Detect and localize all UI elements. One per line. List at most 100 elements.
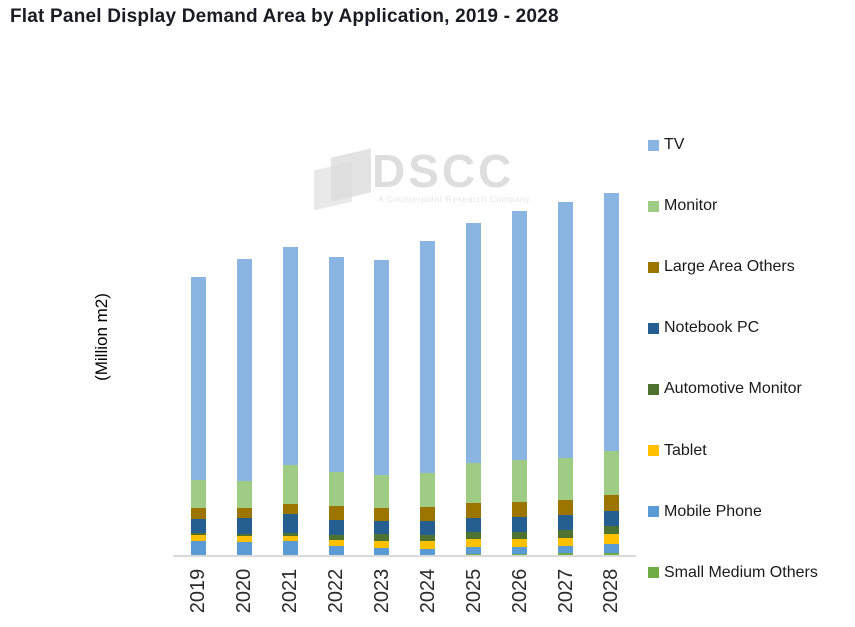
bar-segment-automotive-monitor [236, 533, 252, 537]
bar-segment-small-medium-others [512, 553, 528, 556]
bar-segment-mobile-phone [420, 548, 436, 555]
bar-segment-mobile-phone [328, 546, 344, 556]
legend-label: Notebook PC [664, 319, 760, 337]
bar-segment-large-area-others [420, 506, 436, 522]
bar-segment-large-area-others [558, 500, 573, 516]
x-axis-line [173, 555, 636, 557]
bar-segment-mobile-phone [558, 546, 573, 554]
bar-segment-mobile-phone [190, 541, 206, 556]
bar-segment-automotive-monitor [190, 532, 206, 536]
bar-segment-automotive-monitor [420, 534, 436, 542]
bar-segment-tv [512, 210, 528, 461]
bar-segment-monitor [282, 464, 298, 504]
legend-swatch-icon [648, 200, 659, 212]
x-axis-label-2025: 2025 [462, 568, 485, 614]
bar-segment-mobile-phone [282, 541, 298, 556]
bar-segment-large-area-others [190, 508, 206, 520]
legend-swatch-icon [648, 322, 659, 334]
bar-segment-automotive-monitor [603, 526, 619, 535]
bar-segment-monitor [190, 480, 206, 509]
bar-segment-tablet [512, 539, 528, 548]
bar-2021 [282, 246, 298, 556]
bar-segment-monitor [558, 458, 573, 501]
bar-2022 [328, 257, 344, 556]
bar-2025 [466, 223, 482, 556]
bar-segment-mobile-phone [512, 547, 528, 554]
bar-segment-mobile-phone [236, 542, 252, 556]
x-axis-label-2020: 2020 [233, 568, 256, 614]
bar-segment-notebook-pc [466, 517, 482, 532]
bar-segment-tv [236, 259, 252, 482]
bar-segment-notebook-pc [374, 521, 390, 535]
legend-swatch-icon [648, 139, 659, 151]
bar-segment-tablet [328, 540, 344, 547]
bar-segment-small-medium-others [558, 553, 573, 556]
x-axis-label-2021: 2021 [279, 568, 302, 614]
bar-segment-tv [603, 192, 619, 452]
bar-segment-monitor [466, 462, 482, 503]
bar-segment-tablet [282, 535, 298, 542]
x-axis-label-2024: 2024 [416, 568, 439, 614]
bar-segment-notebook-pc [558, 515, 573, 531]
legend-item-small-medium-others: Small Medium Others [648, 563, 818, 581]
bar-segment-large-area-others [328, 506, 344, 521]
bar-segment-large-area-others [512, 501, 528, 517]
bar-2026 [512, 210, 528, 556]
bar-2023 [374, 260, 390, 556]
legend-swatch-icon [648, 445, 659, 456]
watermark-tagline: A Counterpoint Research Company [378, 194, 531, 204]
bar-segment-monitor [236, 481, 252, 509]
legend-swatch-icon [648, 261, 659, 273]
bar-segment-tablet [603, 534, 619, 545]
bar-segment-notebook-pc [282, 513, 298, 533]
bar-segment-notebook-pc [512, 516, 528, 533]
x-axis-label-2022: 2022 [325, 568, 347, 614]
legend-label: Monitor [664, 197, 718, 215]
legend-label: Automotive Monitor [664, 380, 802, 398]
legend-label: Mobile Phone [664, 502, 762, 520]
legend-label: TV [664, 136, 685, 153]
bar-2024 [420, 241, 436, 556]
bar-segment-large-area-others [466, 503, 482, 518]
bar-segment-notebook-pc [603, 511, 619, 527]
bar-segment-monitor [512, 460, 528, 502]
y-axis-label: (Million m2) [92, 293, 111, 381]
legend-label: Large Area Others [664, 258, 795, 276]
bar-segment-automotive-monitor [282, 532, 298, 536]
bar-segment-tv [190, 277, 206, 481]
legend-label: Small Medium Others [664, 563, 818, 581]
bar-segment-automotive-monitor [558, 530, 573, 539]
x-axis-label-2026: 2026 [508, 568, 531, 614]
bar-segment-large-area-others [603, 494, 619, 512]
bar-segment-large-area-others [374, 507, 390, 522]
legend-item-automotive-monitor: Automotive Monitor [648, 380, 802, 398]
legend-swatch-icon [648, 567, 659, 579]
bar-segment-automotive-monitor [374, 534, 390, 541]
bar-segment-automotive-monitor [328, 534, 344, 541]
chart-title: Flat Panel Display Demand Area by Applic… [10, 6, 559, 27]
bar-segment-tv [282, 246, 298, 465]
bar-segment-mobile-phone [466, 546, 482, 554]
bar-segment-monitor [374, 475, 390, 508]
legend-item-mobile-phone: Mobile Phone [648, 502, 762, 520]
bar-segment-tv [466, 223, 482, 463]
legend-item-notebook-pc: Notebook PC [648, 319, 760, 337]
bar-segment-automotive-monitor [512, 532, 528, 540]
bar-segment-notebook-pc [190, 519, 206, 533]
bar-segment-tablet [466, 539, 482, 547]
bar-segment-automotive-monitor [466, 531, 482, 540]
bar-2019 [190, 277, 206, 556]
x-axis-label-2027: 2027 [554, 568, 577, 614]
bar-segment-tablet [420, 541, 436, 549]
bar-segment-notebook-pc [420, 521, 436, 535]
x-axis-label-2028: 2028 [600, 568, 623, 614]
legend-item-monitor: Monitor [648, 197, 718, 215]
bar-2020 [236, 259, 252, 556]
legend-swatch-icon [648, 383, 659, 395]
bar-segment-tablet [236, 536, 252, 543]
x-axis-label-2019: 2019 [187, 568, 210, 614]
bar-segment-mobile-phone [603, 544, 619, 553]
bar-2027 [558, 201, 573, 556]
bar-segment-large-area-others [282, 503, 298, 514]
